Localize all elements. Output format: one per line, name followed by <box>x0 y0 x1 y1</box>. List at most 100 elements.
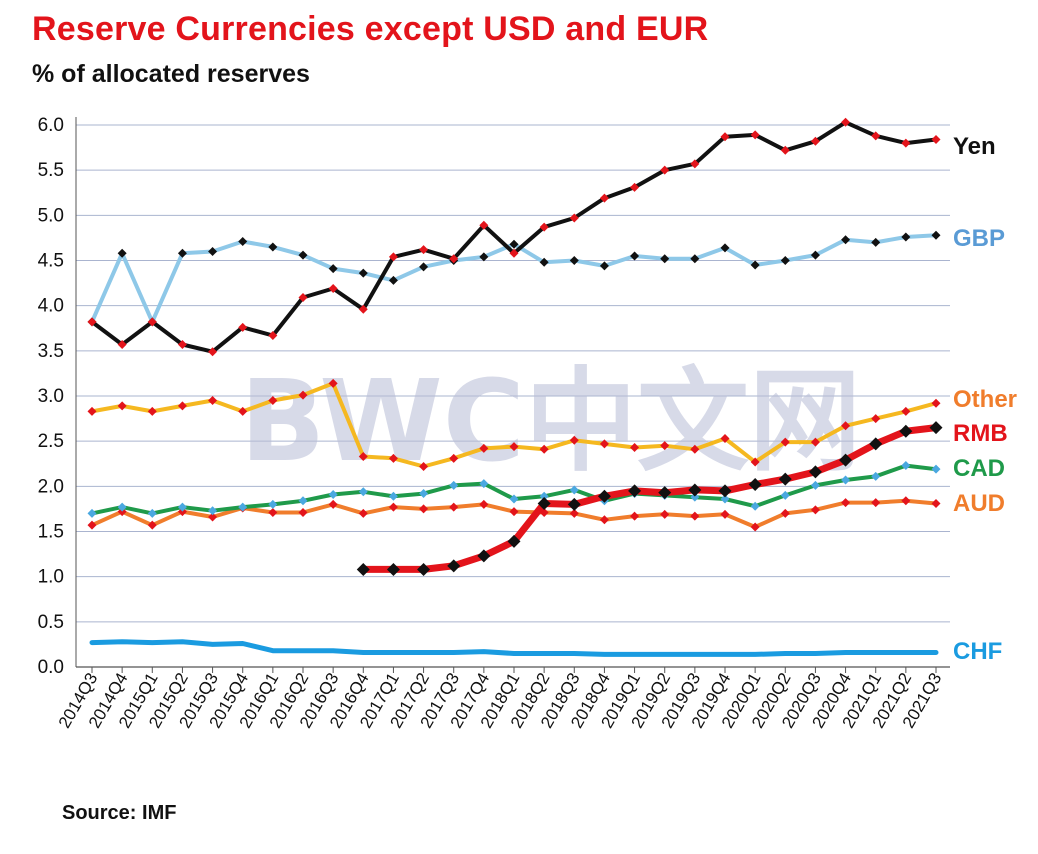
data-point-cad <box>780 490 790 500</box>
data-point-rmb <box>477 549 491 563</box>
data-point-cad <box>901 461 911 471</box>
series-labels: GBP Yen Other RMB CAD AUD CHF <box>953 133 1017 665</box>
data-point-rmb <box>447 559 461 573</box>
data-point-rmb <box>356 562 370 576</box>
data-point-other <box>117 401 127 411</box>
data-point-gbp <box>901 232 911 242</box>
data-point-aud <box>268 508 278 518</box>
data-point-cad <box>87 508 97 518</box>
data-point-rmb <box>658 486 672 500</box>
data-point-rmb <box>417 562 431 576</box>
data-point-yen <box>901 138 911 148</box>
series-line-rmb <box>359 424 940 573</box>
series-label-yen: Yen <box>953 133 996 160</box>
data-point-yen <box>449 254 459 264</box>
data-point-aud <box>630 511 640 521</box>
data-point-other <box>660 441 670 451</box>
data-point-aud <box>660 509 670 519</box>
data-point-cad <box>147 508 157 518</box>
data-point-gbp <box>810 250 820 260</box>
data-point-aud <box>569 508 579 518</box>
data-point-cad <box>177 502 187 512</box>
data-point-cad <box>509 494 519 504</box>
data-point-other <box>147 406 157 416</box>
data-point-other <box>509 442 519 452</box>
data-point-gbp <box>388 275 398 285</box>
data-point-gbp <box>720 243 730 253</box>
data-point-other <box>208 396 218 406</box>
data-point-yen <box>177 340 187 350</box>
data-point-gbp <box>871 237 881 247</box>
data-point-cad <box>810 480 820 490</box>
data-point-rmb <box>748 478 762 492</box>
data-point-cad <box>117 502 127 512</box>
data-point-yen <box>780 145 790 155</box>
data-point-yen <box>147 317 157 327</box>
data-point-cad <box>358 487 368 497</box>
data-point-yen <box>630 182 640 192</box>
data-point-rmb <box>869 437 883 451</box>
data-point-other <box>539 444 549 454</box>
series-line-yen <box>90 120 938 354</box>
data-point-rmb <box>808 465 822 479</box>
data-point-gbp <box>660 254 670 264</box>
data-point-gbp <box>298 250 308 260</box>
data-point-other <box>449 453 459 463</box>
data-point-aud <box>419 504 429 514</box>
data-point-rmb <box>567 497 581 511</box>
data-point-gbp <box>208 246 218 256</box>
data-point-aud <box>479 499 489 509</box>
data-point-yen <box>720 132 730 142</box>
data-point-gbp <box>358 268 368 278</box>
data-point-cad <box>419 489 429 499</box>
chart-subtitle: % of allocated reserves <box>32 60 310 88</box>
data-point-yen <box>599 193 609 203</box>
data-point-other <box>871 414 881 424</box>
data-point-aud <box>871 498 881 508</box>
data-point-other <box>599 439 609 449</box>
data-point-yen <box>569 213 579 223</box>
data-point-other <box>388 453 398 463</box>
data-point-aud <box>599 515 609 525</box>
series-line-chf <box>89 639 939 657</box>
data-point-gbp <box>599 261 609 271</box>
data-point-gbp <box>690 254 700 264</box>
data-point-aud <box>750 522 760 532</box>
data-point-gbp <box>117 248 127 258</box>
series-cad <box>87 461 941 518</box>
data-point-other <box>569 435 579 445</box>
y-tick-label: 0.5 <box>38 612 64 633</box>
series-aud <box>87 496 941 532</box>
data-point-yen <box>298 293 308 303</box>
data-point-other <box>328 378 338 388</box>
series-label-chf: CHF <box>953 638 1002 665</box>
data-point-cad <box>479 479 489 489</box>
data-point-yen <box>810 136 820 146</box>
data-point-yen <box>931 134 941 144</box>
data-point-gbp <box>509 239 519 249</box>
data-point-cad <box>841 475 851 485</box>
source-note: Source: IMF <box>62 802 177 824</box>
data-point-aud <box>208 512 218 522</box>
data-point-gbp <box>780 256 790 265</box>
data-point-yen <box>871 131 881 141</box>
data-point-rmb <box>899 424 913 438</box>
data-point-yen <box>841 117 851 127</box>
y-tick-label: 4.5 <box>38 251 64 272</box>
data-point-rmb <box>839 453 853 467</box>
data-point-gbp <box>177 248 187 258</box>
data-point-yen <box>238 322 248 332</box>
data-point-aud <box>841 498 851 508</box>
data-point-cad <box>750 501 760 511</box>
data-point-other <box>358 452 368 462</box>
data-point-other <box>238 406 248 416</box>
data-point-cad <box>931 464 941 474</box>
data-point-cad <box>388 491 398 501</box>
data-point-rmb <box>688 483 702 497</box>
series-other <box>87 378 941 471</box>
data-point-other <box>268 396 278 406</box>
data-point-gbp <box>238 237 248 247</box>
data-point-yen <box>388 252 398 262</box>
data-point-cad <box>720 494 730 504</box>
